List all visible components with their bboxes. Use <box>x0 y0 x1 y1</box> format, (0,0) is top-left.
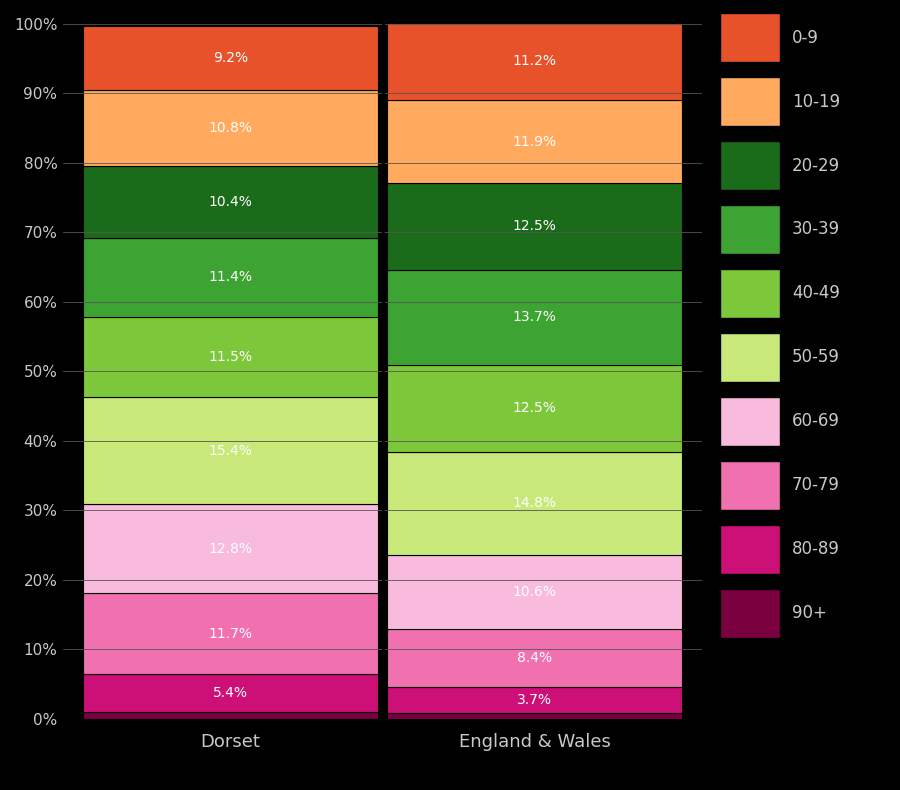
Text: 10-19: 10-19 <box>792 92 840 111</box>
Text: 12.8%: 12.8% <box>209 542 252 555</box>
Text: 10.6%: 10.6% <box>513 585 556 599</box>
FancyBboxPatch shape <box>720 205 779 254</box>
Bar <box>387 452 682 555</box>
Bar <box>387 22 682 100</box>
Text: 80-89: 80-89 <box>792 540 840 559</box>
Bar <box>387 687 682 713</box>
Text: 11.5%: 11.5% <box>209 350 252 364</box>
FancyBboxPatch shape <box>720 13 779 62</box>
Bar <box>83 317 378 397</box>
FancyBboxPatch shape <box>720 589 779 638</box>
Text: 15.4%: 15.4% <box>209 443 252 457</box>
Text: 70-79: 70-79 <box>792 476 840 495</box>
Bar <box>83 712 378 719</box>
Text: 20-29: 20-29 <box>792 156 840 175</box>
Text: 11.4%: 11.4% <box>209 270 252 284</box>
Text: 30-39: 30-39 <box>792 220 840 239</box>
Text: 50-59: 50-59 <box>792 348 840 367</box>
Text: 3.7%: 3.7% <box>518 693 552 707</box>
Bar <box>83 397 378 504</box>
Text: 90+: 90+ <box>792 604 827 623</box>
Bar <box>83 90 378 166</box>
Text: 12.5%: 12.5% <box>513 401 556 416</box>
Bar <box>387 629 682 687</box>
Bar <box>387 555 682 629</box>
FancyBboxPatch shape <box>720 77 779 126</box>
FancyBboxPatch shape <box>720 269 779 318</box>
Bar <box>83 675 378 712</box>
Bar <box>387 100 682 183</box>
Bar <box>387 713 682 719</box>
Text: 14.8%: 14.8% <box>513 496 556 510</box>
Bar <box>83 593 378 675</box>
Text: 10.8%: 10.8% <box>209 121 252 135</box>
Text: 60-69: 60-69 <box>792 412 840 431</box>
FancyBboxPatch shape <box>720 141 779 190</box>
Text: 40-49: 40-49 <box>792 284 840 303</box>
Bar <box>387 365 682 452</box>
FancyBboxPatch shape <box>720 333 779 382</box>
FancyBboxPatch shape <box>720 461 779 510</box>
FancyBboxPatch shape <box>720 525 779 574</box>
Text: 11.2%: 11.2% <box>513 55 556 68</box>
Text: 10.4%: 10.4% <box>209 194 252 209</box>
Text: 11.9%: 11.9% <box>513 134 557 149</box>
Text: 12.5%: 12.5% <box>513 220 556 233</box>
Text: 5.4%: 5.4% <box>213 687 248 700</box>
Text: 13.7%: 13.7% <box>513 310 556 325</box>
Text: 9.2%: 9.2% <box>212 51 248 66</box>
Bar <box>83 166 378 238</box>
Text: 8.4%: 8.4% <box>518 651 553 664</box>
Text: 0-9: 0-9 <box>792 28 819 47</box>
Bar <box>387 270 682 365</box>
Text: 11.7%: 11.7% <box>209 626 252 641</box>
FancyBboxPatch shape <box>720 397 779 446</box>
Bar <box>387 183 682 270</box>
Bar <box>83 504 378 593</box>
Bar <box>83 238 378 317</box>
Bar <box>83 27 378 90</box>
